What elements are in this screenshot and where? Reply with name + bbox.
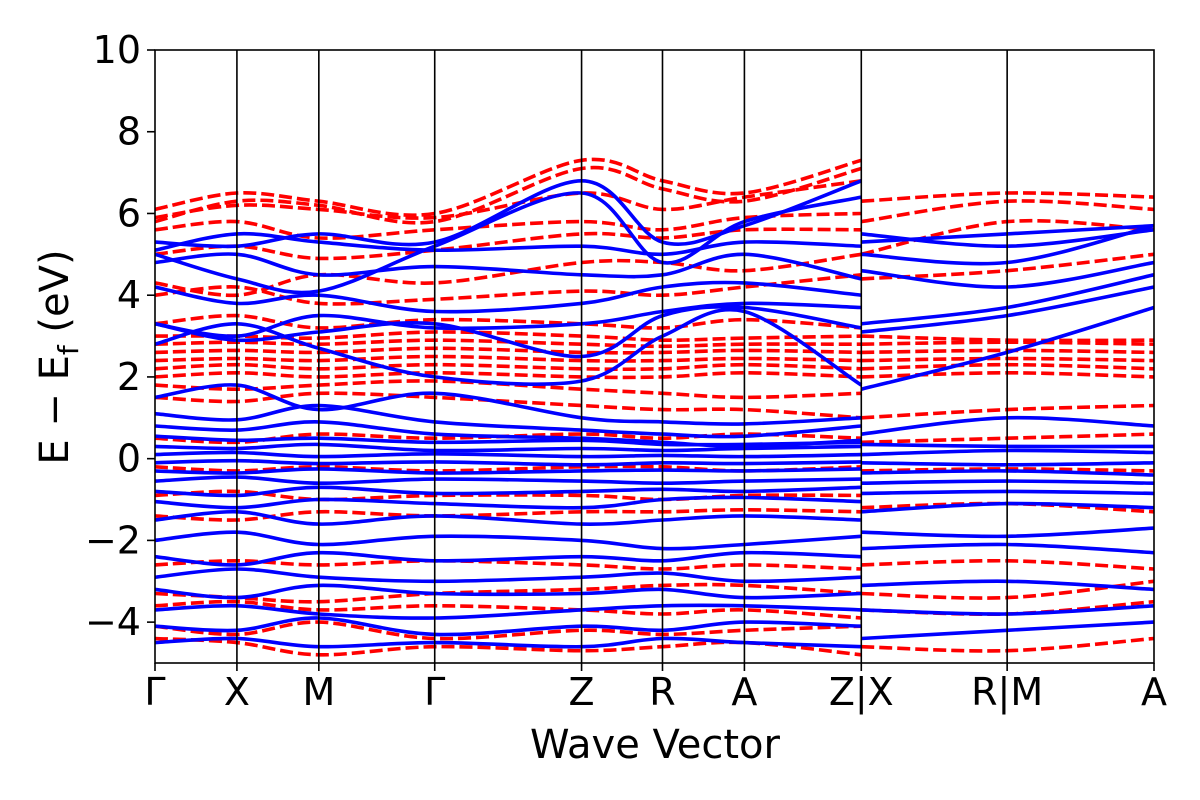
band-line: [155, 362, 862, 372]
y-tick-label: 10: [93, 28, 141, 72]
band-line: [155, 509, 862, 526]
band-line: [155, 530, 862, 551]
x-tick-label: Z: [569, 670, 595, 714]
plot-frame: [154, 49, 1155, 664]
band-line: [155, 636, 862, 649]
y-axis-title-subscript: f: [52, 344, 85, 355]
band-line: [155, 583, 862, 600]
band-line: [155, 620, 862, 641]
band-line: [155, 273, 862, 306]
band-line: [155, 434, 862, 447]
y-tick-label: 2: [117, 355, 141, 399]
band-line: [155, 252, 862, 298]
y-axis-title-unit: (eV): [32, 249, 78, 345]
band-line: [155, 603, 862, 620]
band-line: [155, 313, 862, 330]
band-line: [155, 558, 862, 571]
band-line: [155, 458, 862, 467]
band-line: [155, 495, 862, 510]
dashed-band-series: [155, 157, 1154, 657]
band-line: [155, 383, 862, 426]
x-tick-label: X: [224, 670, 250, 714]
series-layer: [155, 157, 1154, 657]
band-line: [155, 231, 862, 257]
band-line: [155, 252, 862, 281]
band-line: [155, 178, 862, 249]
y-tick-label: 0: [117, 437, 141, 481]
band-line: [155, 420, 862, 449]
band-line: [155, 330, 862, 343]
band-line: [155, 191, 862, 295]
band-line: [155, 227, 862, 261]
band-line: [155, 485, 862, 498]
x-tick-label: Γ: [424, 670, 445, 714]
y-tick-label: 4: [117, 273, 141, 317]
x-axis-title: Wave Vector: [530, 722, 781, 768]
band-line: [155, 507, 862, 522]
x-tick-label: R|M: [971, 670, 1043, 715]
x-tick-label: M: [302, 670, 335, 714]
band-line: [155, 403, 862, 439]
band-line: [155, 346, 862, 355]
band-line: [155, 582, 862, 604]
band-line: [155, 450, 862, 459]
band-line: [155, 211, 862, 240]
y-tick-label: −2: [85, 518, 141, 562]
solid-band-series: [155, 178, 1154, 649]
band-line: [155, 475, 862, 486]
y-axis: −4 −2 0 2 4 6 8 10: [85, 28, 155, 644]
y-tick-label: 8: [117, 110, 141, 154]
band-line: [155, 550, 862, 567]
x-tick-label: R: [649, 670, 675, 714]
x-tick-label: Γ: [144, 670, 165, 714]
band-line: [155, 442, 862, 453]
x-tick-label: A: [1141, 670, 1167, 714]
x-axis: Γ X M Γ Z R A Z|X R|M A: [144, 663, 1167, 715]
band-line: [155, 301, 862, 338]
band-line: [155, 354, 862, 363]
band-line: [155, 165, 862, 225]
band-line: [155, 391, 862, 420]
band-line: [155, 157, 862, 217]
band-line: [155, 370, 862, 380]
y-tick-label: 6: [117, 191, 141, 235]
band-line: [155, 599, 862, 620]
x-tick-label: Z|X: [829, 670, 894, 715]
band-line: [155, 467, 862, 475]
y-tick-label: −4: [85, 600, 141, 644]
band-line: [155, 616, 862, 637]
band-line: [155, 567, 862, 584]
y-axis-title: E − Ef (eV): [32, 249, 85, 464]
y-axis-title-main: E − E: [32, 355, 78, 465]
band-line: [155, 304, 862, 359]
x-tick-label: A: [731, 670, 757, 714]
band-line: [155, 179, 862, 220]
band-line: [155, 280, 862, 314]
kpoint-lines: [236, 50, 1008, 663]
